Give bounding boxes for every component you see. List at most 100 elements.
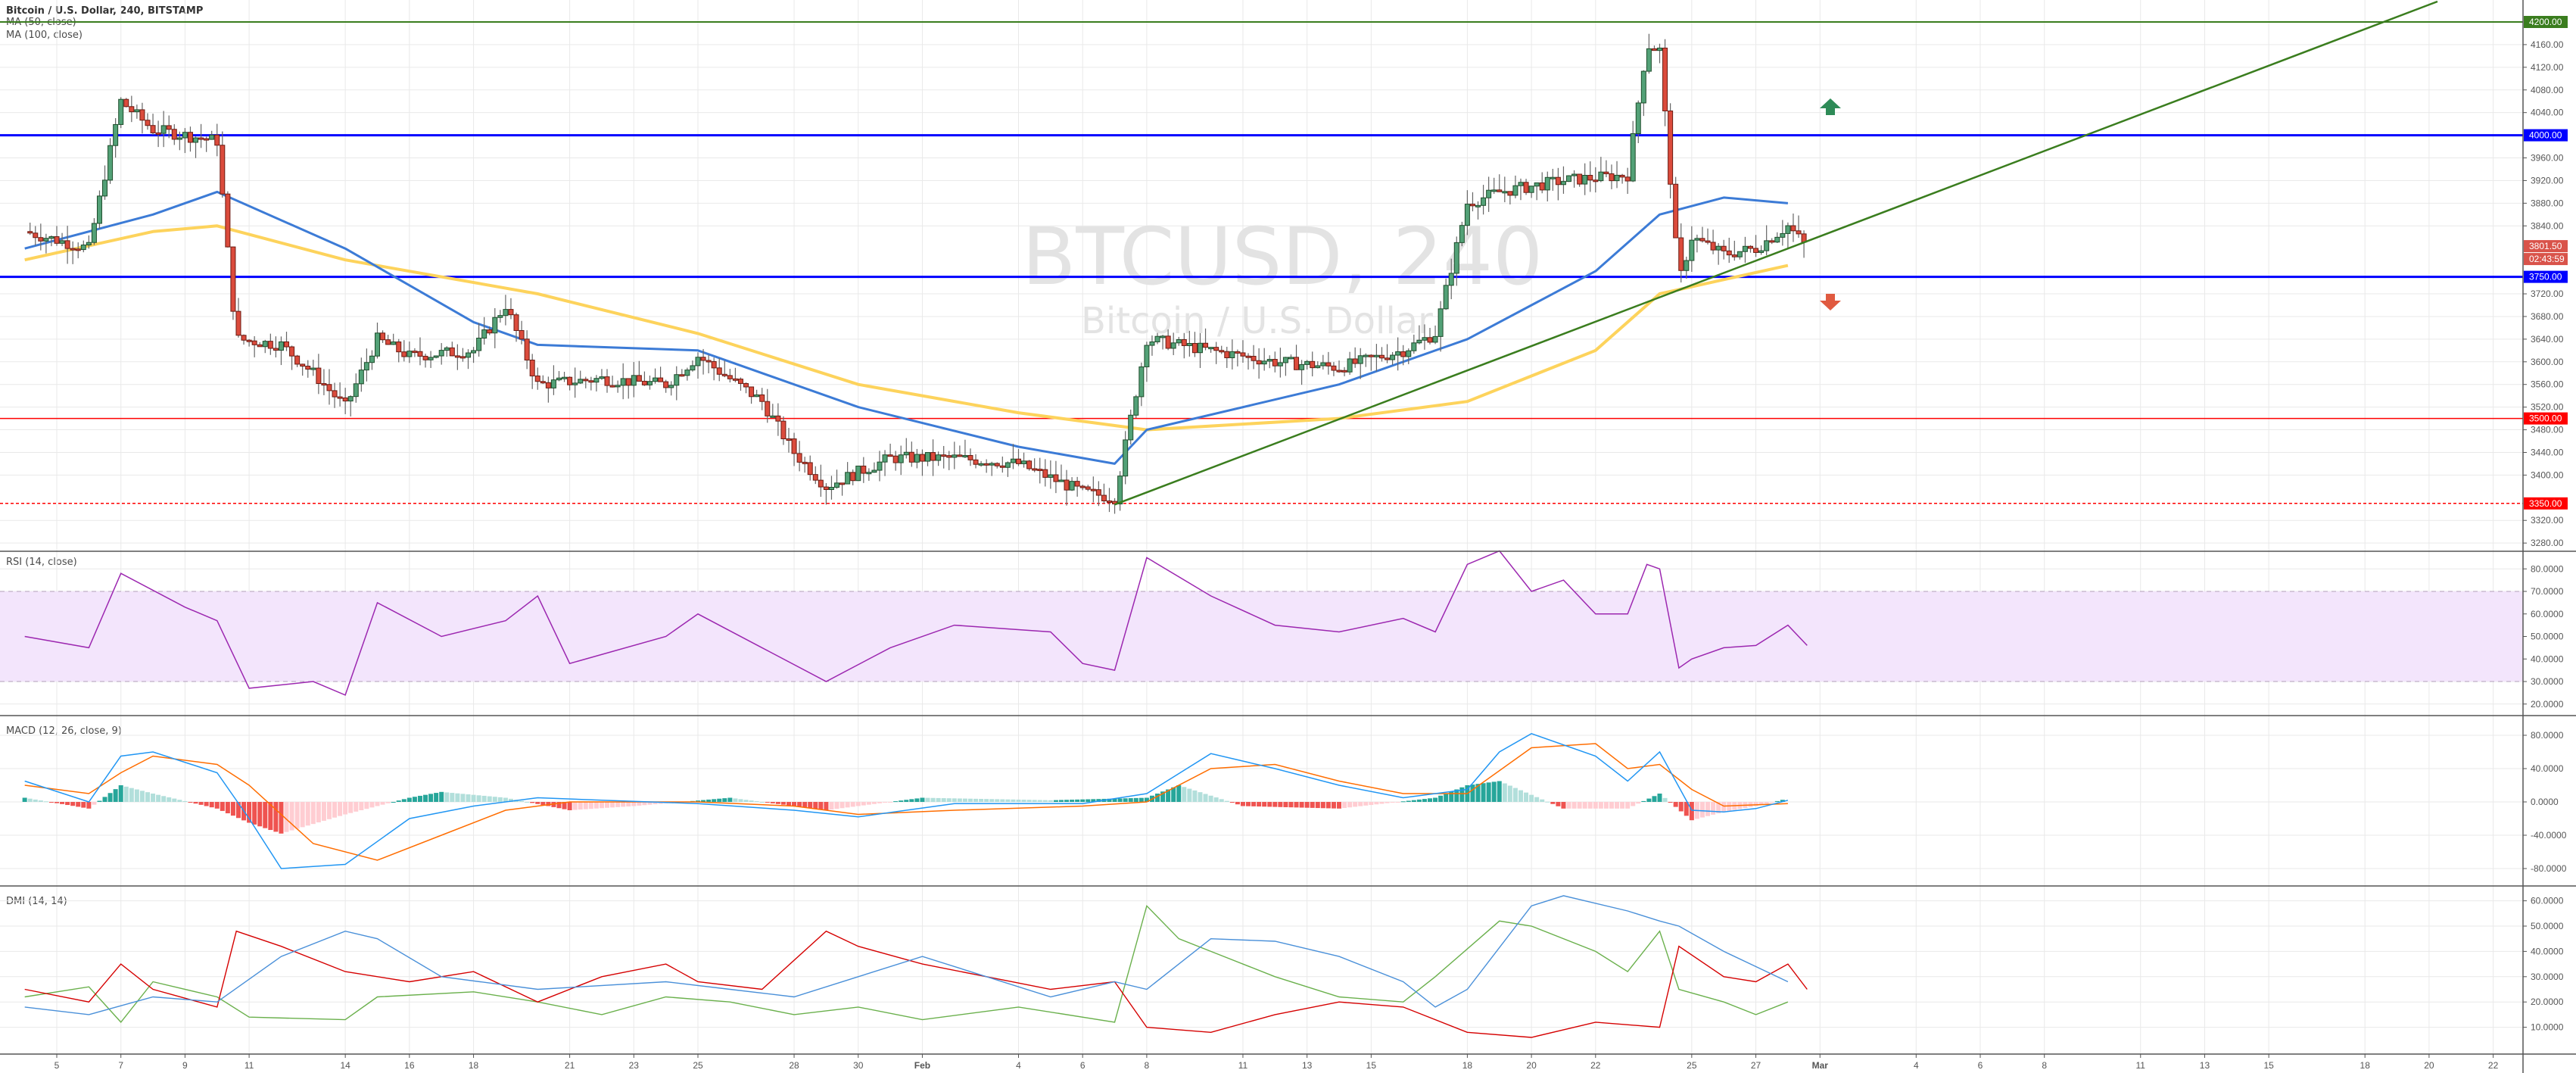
svg-text:14: 14 [340, 1060, 350, 1071]
svg-text:0.0000: 0.0000 [2531, 797, 2559, 807]
svg-text:3720.00: 3720.00 [2531, 289, 2564, 299]
svg-text:10.0000: 10.0000 [2531, 1022, 2564, 1033]
grid [0, 0, 2523, 1054]
svg-text:30.0000: 30.0000 [2531, 676, 2564, 687]
svg-text:20: 20 [1526, 1060, 1537, 1071]
svg-text:-40.0000: -40.0000 [2531, 830, 2567, 841]
chart-title: Bitcoin / U.S. Dollar, 240, BITSTAMP [6, 5, 204, 17]
svg-text:5: 5 [55, 1060, 60, 1071]
price-tag-countdown [2524, 253, 2568, 266]
arrows [1820, 98, 1841, 310]
svg-text:20: 20 [2424, 1060, 2434, 1071]
svg-text:20.0000: 20.0000 [2531, 699, 2564, 710]
svg-text:3640.00: 3640.00 [2531, 334, 2564, 345]
svg-text:3350.00: 3350.00 [2529, 498, 2562, 509]
ma100-line [24, 224, 1789, 432]
svg-text:6: 6 [1080, 1060, 1086, 1071]
svg-text:3320.00: 3320.00 [2531, 515, 2564, 526]
svg-text:4080.00: 4080.00 [2531, 85, 2564, 95]
svg-text:50.0000: 50.0000 [2531, 921, 2564, 931]
svg-text:18: 18 [2360, 1060, 2371, 1071]
svg-text:Feb: Feb [914, 1060, 930, 1071]
dmi-minus-line [24, 930, 1808, 1038]
svg-text:7: 7 [118, 1060, 123, 1071]
macd-line [24, 732, 1789, 869]
svg-text:3480.00: 3480.00 [2531, 425, 2564, 435]
svg-text:18: 18 [469, 1060, 479, 1071]
svg-text:25: 25 [693, 1060, 703, 1071]
svg-text:6: 6 [1978, 1060, 1983, 1071]
svg-text:50.0000: 50.0000 [2531, 632, 2564, 642]
price-tag-level_3500 [2524, 412, 2568, 425]
svg-text:30.0000: 30.0000 [2531, 972, 2564, 982]
svg-text:3500.00: 3500.00 [2529, 413, 2562, 424]
svg-text:4200.00: 4200.00 [2529, 17, 2562, 27]
svg-text:60.0000: 60.0000 [2531, 896, 2564, 906]
svg-text:4: 4 [1016, 1060, 1021, 1071]
rsi-line [24, 550, 1808, 696]
svg-text:20.0000: 20.0000 [2531, 997, 2564, 1007]
svg-text:3680.00: 3680.00 [2531, 311, 2564, 322]
arrow-up-icon [1820, 98, 1841, 115]
svg-text:3840.00: 3840.00 [2531, 220, 2564, 231]
svg-text:18: 18 [1462, 1060, 1473, 1071]
svg-text:3750.00: 3750.00 [2529, 272, 2562, 282]
svg-text:40.0000: 40.0000 [2531, 763, 2564, 774]
svg-text:8: 8 [2042, 1060, 2047, 1071]
svg-text:25: 25 [1687, 1060, 1697, 1071]
price-tags: 4200.00 4000.00 3801.50 02:43:59 3750.00 3500… [2524, 16, 2568, 510]
svg-text:3960.00: 3960.00 [2531, 153, 2564, 164]
adx-line [24, 895, 1789, 1015]
svg-text:4000.00: 4000.00 [2529, 130, 2562, 141]
svg-text:23: 23 [629, 1060, 640, 1071]
price-tag-last_price [2524, 240, 2568, 253]
svg-text:11: 11 [1238, 1060, 1248, 1071]
svg-text:27: 27 [1751, 1060, 1761, 1071]
svg-text:4040.00: 4040.00 [2531, 108, 2564, 118]
svg-text:22: 22 [1590, 1060, 1601, 1071]
svg-text:21: 21 [565, 1060, 575, 1071]
arrow-down-icon [1820, 294, 1841, 310]
svg-text:3400.00: 3400.00 [2531, 469, 2564, 480]
svg-text:22: 22 [2488, 1060, 2499, 1071]
trendline-ray[interactable] [1114, 0, 2438, 506]
svg-text:3280.00: 3280.00 [2531, 538, 2564, 548]
dmi-plus-line [24, 904, 1789, 1023]
svg-text:28: 28 [789, 1060, 799, 1071]
svg-text:8: 8 [1145, 1060, 1150, 1071]
svg-text:-80.0000: -80.0000 [2531, 863, 2567, 874]
svg-text:4: 4 [1914, 1060, 1919, 1071]
price-tag-level_3750 [2524, 270, 2568, 283]
rsi-legend[interactable]: RSI (14, close) [6, 557, 77, 568]
svg-text:40.0000: 40.0000 [2531, 946, 2564, 956]
candles [27, 33, 1807, 514]
macd-legend[interactable]: MACD (12, 26, close, 9) [6, 725, 122, 737]
svg-text:16: 16 [404, 1060, 415, 1071]
svg-text:02:43:59: 02:43:59 [2529, 254, 2565, 264]
watermark-description: Bitcoin / U.S. Dollar [1081, 300, 1433, 342]
macd-signal-line [24, 743, 1788, 861]
svg-text:Mar: Mar [1812, 1060, 1829, 1071]
svg-text:30: 30 [853, 1060, 864, 1071]
trendline[interactable] [1114, 0, 2438, 506]
svg-text:80.0000: 80.0000 [2531, 730, 2564, 741]
svg-text:3801.50: 3801.50 [2529, 241, 2562, 251]
ma100-legend[interactable]: MA (100, close) [6, 30, 83, 41]
svg-text:40.0000: 40.0000 [2531, 653, 2564, 664]
svg-text:11: 11 [245, 1060, 254, 1071]
svg-text:13: 13 [2200, 1060, 2210, 1071]
svg-text:3560.00: 3560.00 [2531, 379, 2564, 390]
svg-text:9: 9 [182, 1060, 188, 1071]
svg-text:80.0000: 80.0000 [2531, 563, 2564, 574]
horizontal-levels[interactable] [0, 21, 2523, 504]
dmi-legend[interactable]: DMI (14, 14) [6, 896, 67, 907]
indicator-lines [22, 550, 1808, 1038]
svg-text:15: 15 [2263, 1060, 2274, 1071]
ma50-line [24, 190, 1789, 465]
svg-text:15: 15 [1366, 1060, 1377, 1071]
svg-text:3520.00: 3520.00 [2531, 402, 2564, 413]
rsi-band [0, 591, 2523, 682]
rsi-band-fill [0, 591, 2523, 682]
